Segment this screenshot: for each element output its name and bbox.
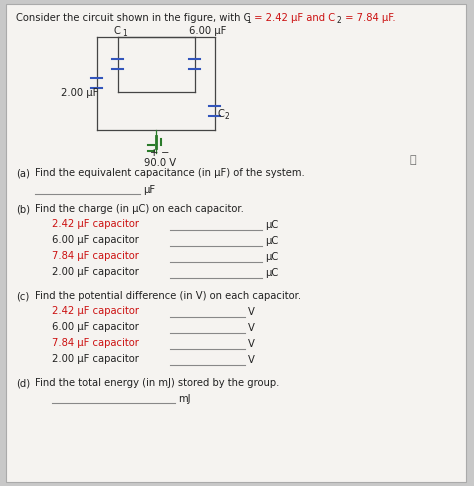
Text: V: V [248,355,255,365]
Text: 6.00 μF: 6.00 μF [189,26,227,36]
Text: V: V [248,339,255,349]
Text: 1: 1 [246,16,251,25]
Text: (b): (b) [16,204,30,214]
Text: 2: 2 [337,16,342,25]
Text: μF: μF [143,185,155,195]
Text: 90.0 V: 90.0 V [145,158,177,168]
Text: Find the total energy (in mJ) stored by the group.: Find the total energy (in mJ) stored by … [35,378,279,388]
Text: Find the potential difference (in V) on each capacitor.: Find the potential difference (in V) on … [35,291,301,301]
Text: 6.00 μF capacitor: 6.00 μF capacitor [52,235,139,245]
Text: 6.00 μF capacitor: 6.00 μF capacitor [52,322,139,332]
Text: Find the charge (in μC) on each capacitor.: Find the charge (in μC) on each capacito… [35,204,244,214]
Text: mJ: mJ [178,394,191,404]
Text: (a): (a) [16,168,30,178]
Text: = 7.84 μF.: = 7.84 μF. [342,13,396,23]
Text: 2.00 μF capacitor: 2.00 μF capacitor [52,354,139,364]
Text: 7.84 μF capacitor: 7.84 μF capacitor [52,251,139,261]
Text: Consider the circuit shown in the figure, with C: Consider the circuit shown in the figure… [16,13,250,23]
Text: −: − [161,148,169,158]
Text: +: + [149,148,158,158]
Text: μC: μC [265,236,278,246]
Text: 2.00 μF: 2.00 μF [61,87,99,98]
Text: (d): (d) [16,378,30,388]
Text: ⓘ: ⓘ [410,155,417,165]
Text: Find the equivalent capacitance (in μF) of the system.: Find the equivalent capacitance (in μF) … [35,168,305,178]
Text: C: C [218,109,225,119]
Text: μC: μC [265,220,278,230]
Text: 2: 2 [225,112,230,121]
Text: (c): (c) [16,291,29,301]
Text: 2.00 μF capacitor: 2.00 μF capacitor [52,267,139,277]
Text: 7.84 μF capacitor: 7.84 μF capacitor [52,338,139,348]
Text: 1: 1 [122,29,127,38]
Text: = 2.42 μF and C: = 2.42 μF and C [251,13,335,23]
Text: V: V [248,323,255,333]
Text: μC: μC [265,268,278,278]
Text: 2.42 μF capacitor: 2.42 μF capacitor [52,306,139,316]
Text: μC: μC [265,252,278,262]
Text: 2.42 μF capacitor: 2.42 μF capacitor [52,219,139,229]
Text: C: C [114,26,121,36]
Text: V: V [248,307,255,317]
